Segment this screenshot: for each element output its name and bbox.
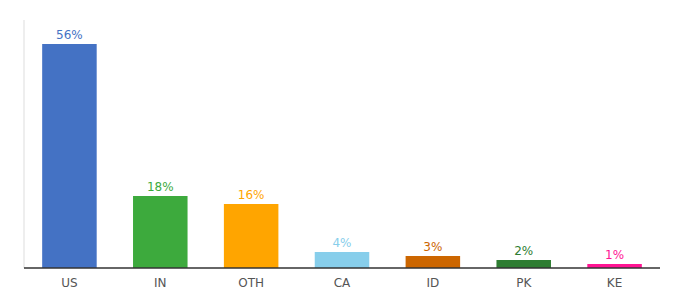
chart: 56% US 18% IN 16% OTH 4% CA 3% ID 2% PK 1% KE [0,0,680,300]
x-tick-label: PK [516,276,532,290]
chart-container: 56% US 18% IN 16% OTH 4% CA 3% ID 2% PK 1% KE [0,0,680,300]
x-tick-label: OTH [238,276,264,290]
bar [406,256,461,268]
bar [42,44,97,268]
data-label: 16% [238,188,265,202]
x-tick-label: KE [607,276,622,290]
bars [42,44,642,268]
x-axis-line [24,267,660,269]
y-axis-line [24,20,25,268]
data-label: 3% [423,240,442,254]
x-tick-label: ID [426,276,439,290]
labels: 56% US 18% IN 16% OTH 4% CA 3% ID 2% PK 1% KE [56,28,624,290]
data-label: 2% [514,244,533,258]
data-label: 4% [332,236,351,250]
bar [133,196,188,268]
bar [496,260,551,268]
bar [224,204,279,268]
bar [315,252,370,268]
x-tick-label: IN [154,276,167,290]
data-label: 1% [605,248,624,262]
x-tick-label: CA [334,276,351,290]
data-label: 18% [147,180,174,194]
x-tick-label: US [61,276,77,290]
data-label: 56% [56,28,83,42]
